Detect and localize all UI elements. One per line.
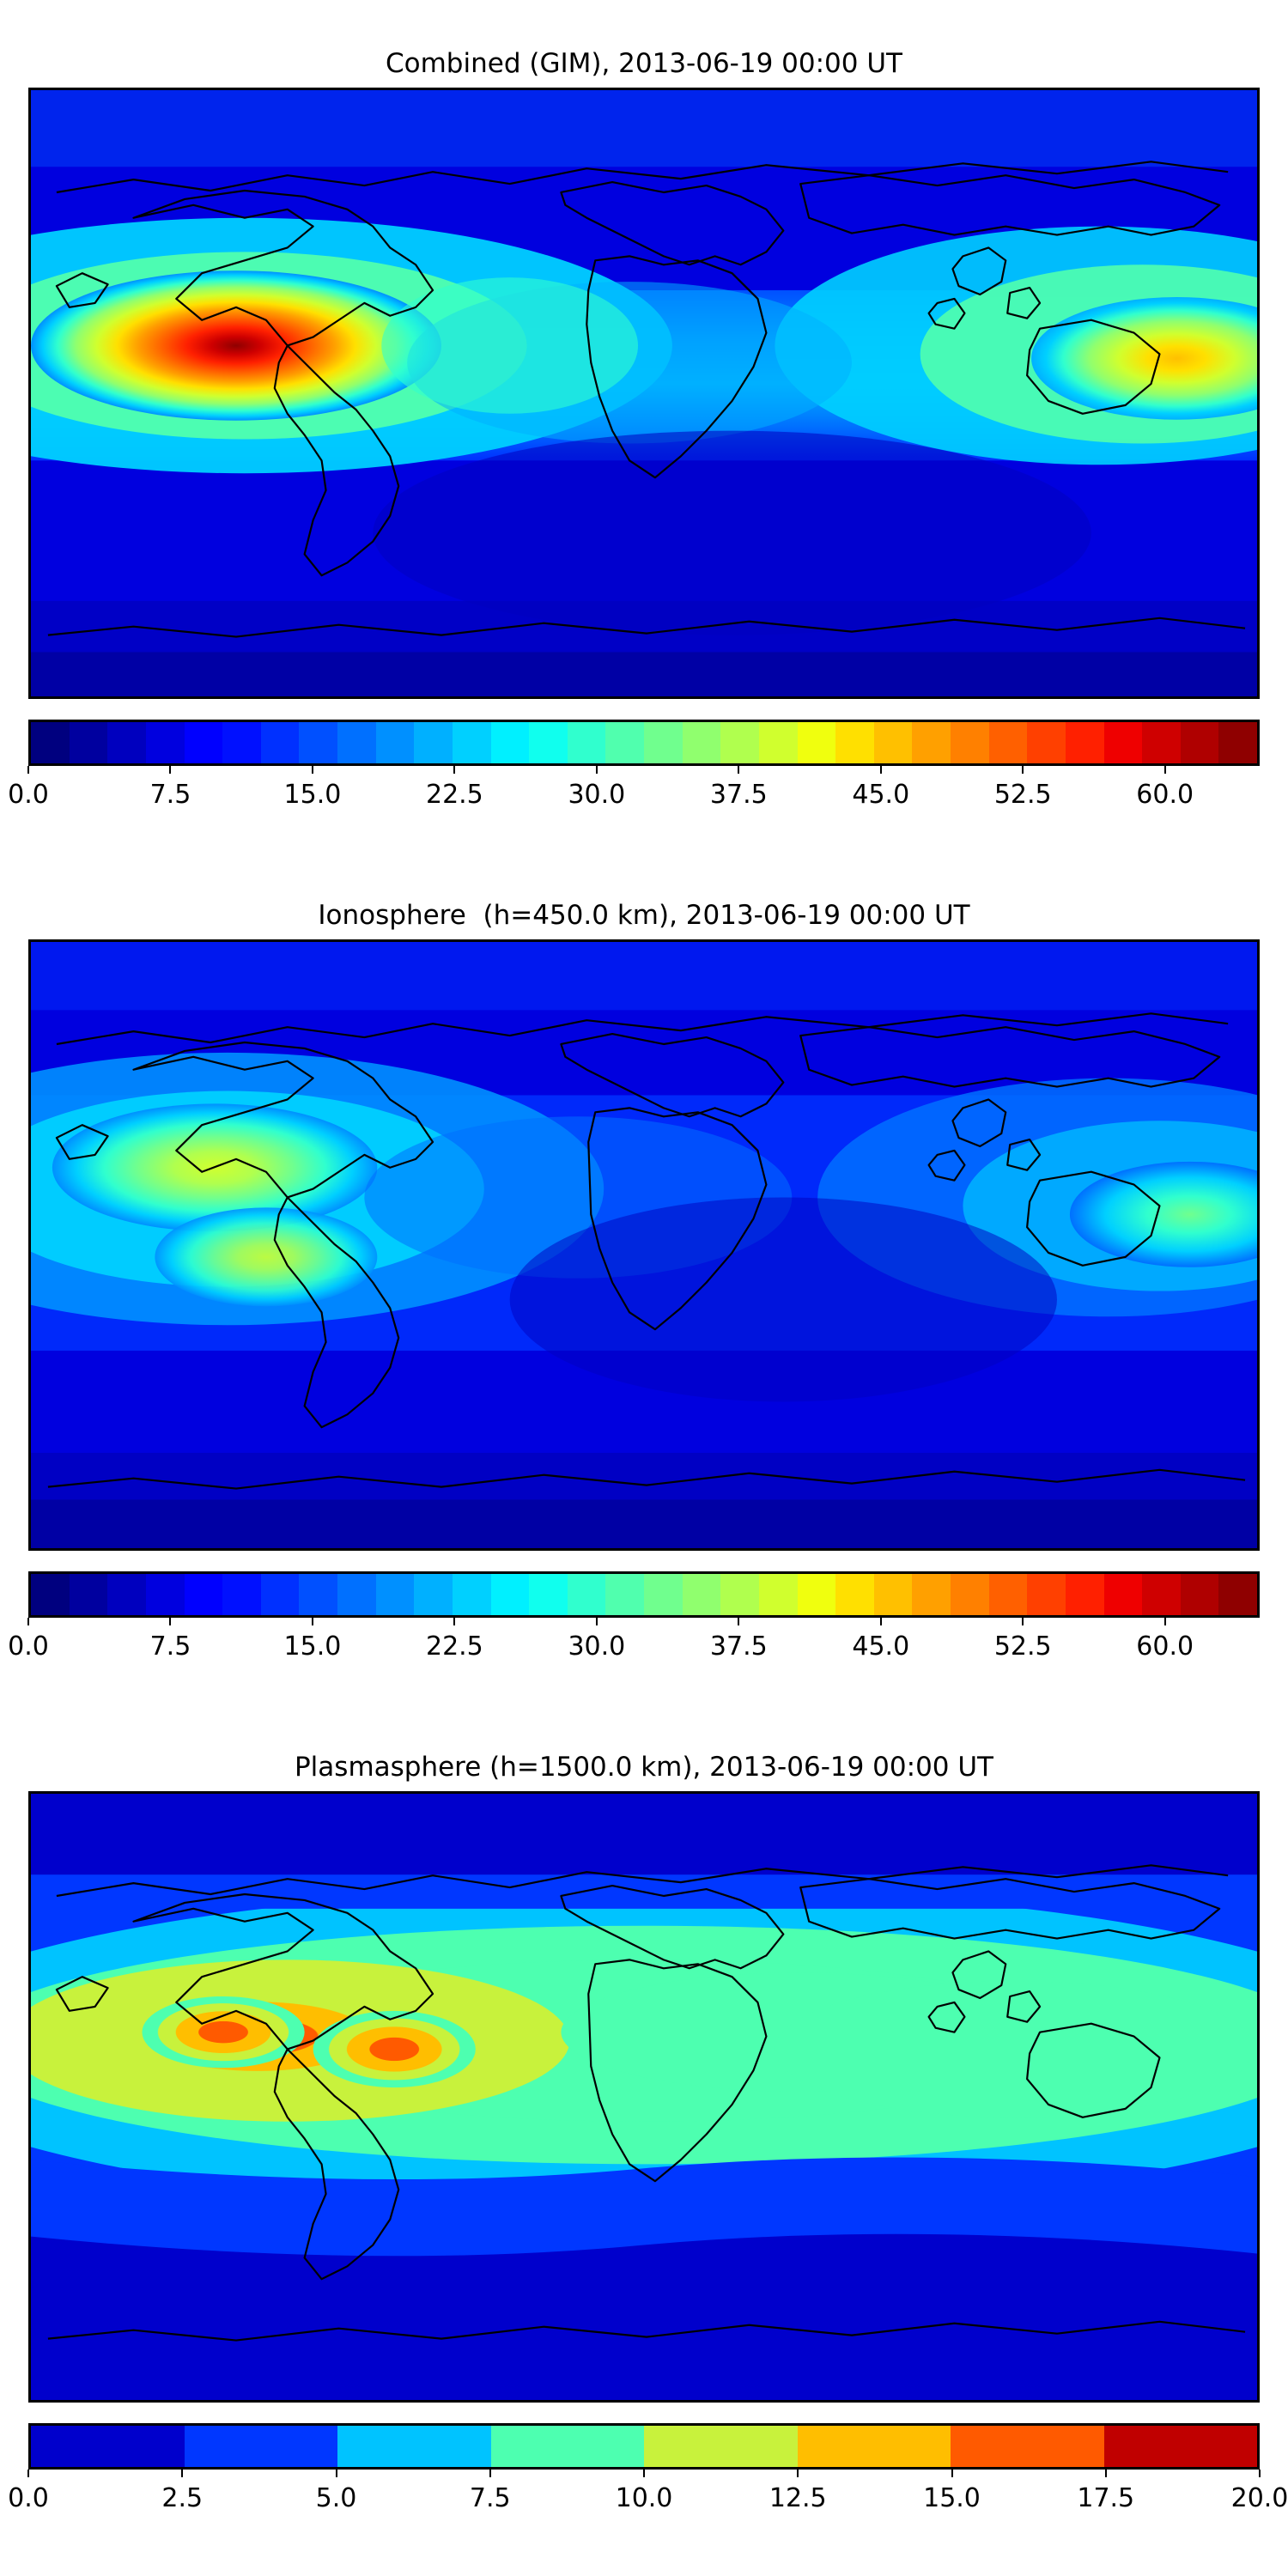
colorbar-tick	[797, 2470, 799, 2477]
map-ionosphere	[28, 939, 1260, 1551]
colorbar-tick	[879, 1618, 882, 1625]
colorbar-tick-label: 10.0	[615, 2483, 673, 2513]
colorbar-tick-label: 15.0	[923, 2483, 981, 2513]
colorbar-tick	[311, 766, 313, 774]
colorbar-labels-combined: 0.0 7.5 15.0 22.5 30.0 37.5 45.0 52.5 60.0	[8, 776, 1260, 816]
map-canvas-plasmasphere	[28, 1791, 1260, 2403]
colorbar-strip-combined	[28, 720, 1260, 766]
colorbar-tick	[1022, 1618, 1024, 1625]
colorbar-tick-label: 5.0	[315, 2483, 357, 2513]
colorbar-tick	[27, 2470, 29, 2477]
colorbar-tick-label: 7.5	[149, 780, 191, 810]
colorbar-tick-label: 60.0	[1136, 780, 1194, 810]
colorbar-tick	[335, 2470, 337, 2477]
colorbar-labels-ionosphere: 0.0 7.5 15.0 22.5 30.0 37.5 45.0 52.5 60.0	[8, 1628, 1260, 1668]
colorbar-tick-label: 30.0	[568, 780, 626, 810]
colorbar-tick	[1022, 766, 1024, 774]
panel-plasmasphere: Plasmasphere (h=1500.0 km), 2013-06-19 0…	[0, 1750, 1288, 2519]
colorbar-tick-label: 15.0	[283, 1631, 342, 1662]
colorbar-tick-label: 30.0	[568, 1631, 626, 1662]
colorbar-tick-label: 52.5	[993, 780, 1052, 810]
colorbar-tick-label: 15.0	[283, 780, 342, 810]
colorbar-tick-label: 60.0	[1136, 1631, 1194, 1662]
colorbar-tick	[181, 2470, 184, 2477]
colorbar-tick-label: 52.5	[993, 1631, 1052, 1662]
colorbar-tick	[951, 2470, 953, 2477]
panel-title-combined: Combined (GIM), 2013-06-19 00:00 UT	[386, 48, 902, 79]
colorbar-tick	[738, 1618, 740, 1625]
colorbar-tick	[595, 1618, 598, 1625]
colorbar-tick-label: 45.0	[852, 1631, 910, 1662]
panel-title-plasmasphere: Plasmasphere (h=1500.0 km), 2013-06-19 0…	[294, 1752, 993, 1783]
map-canvas-ionosphere	[28, 939, 1260, 1551]
colorbar-tick-label: 20.0	[1230, 2483, 1288, 2513]
colorbar-tick	[453, 766, 456, 774]
colorbar-strip-plasmasphere	[28, 2423, 1260, 2470]
colorbar-tick-label: 22.5	[425, 1631, 483, 1662]
colorbar-tick-label: 0.0	[8, 2483, 49, 2513]
colorbar-tick-label: 12.5	[769, 2483, 827, 2513]
colorbar-tick	[1104, 2470, 1107, 2477]
colorbar-tick	[1163, 766, 1166, 774]
colorbar-tick	[1259, 2470, 1261, 2477]
colorbar-tick-label: 7.5	[469, 2483, 511, 2513]
colorbar-combined: 0.0 7.5 15.0 22.5 30.0 37.5 45.0 52.5 60.0	[8, 720, 1260, 816]
colorbar-labels-plasmasphere: 0.0 2.5 5.0 7.5 10.0 12.5 15.0 17.5 20.0	[8, 2480, 1288, 2519]
colorbar-tick	[27, 766, 29, 774]
colorbar-tick	[595, 766, 598, 774]
colorbar-tick	[1163, 1618, 1166, 1625]
colorbar-ticks-ionosphere	[27, 1618, 1260, 1628]
map-canvas-combined	[28, 88, 1260, 699]
colorbar-tick	[643, 2470, 645, 2477]
colorbar-tick	[311, 1618, 313, 1625]
colorbar-tick	[489, 2470, 491, 2477]
colorbar-plasmasphere: 0.0 2.5 5.0 7.5 10.0 12.5 15.0 17.5 20.0	[8, 2423, 1288, 2519]
colorbar-tick-label: 2.5	[161, 2483, 204, 2513]
colorbar-tick-label: 22.5	[425, 780, 483, 810]
colorbar-tick-label: 45.0	[852, 780, 910, 810]
colorbar-tick	[879, 766, 882, 774]
colorbar-tick	[738, 766, 740, 774]
colorbar-ticks-combined	[27, 766, 1260, 776]
colorbar-strip-ionosphere	[28, 1571, 1260, 1618]
colorbar-tick-label: 0.0	[8, 780, 49, 810]
colorbar-ticks-plasmasphere	[27, 2470, 1261, 2480]
colorbar-tick	[453, 1618, 456, 1625]
map-combined	[28, 88, 1260, 699]
panel-ionosphere: Ionosphere (h=450.0 km), 2013-06-19 00:0…	[0, 898, 1288, 1668]
colorbar-ionosphere: 0.0 7.5 15.0 22.5 30.0 37.5 45.0 52.5 60.0	[8, 1571, 1260, 1668]
panel-title-ionosphere: Ionosphere (h=450.0 km), 2013-06-19 00:0…	[318, 900, 970, 931]
colorbar-tick	[169, 1618, 172, 1625]
panel-combined-gim: Combined (GIM), 2013-06-19 00:00 UT	[0, 46, 1288, 816]
map-plasmasphere	[28, 1791, 1260, 2403]
colorbar-tick-label: 17.5	[1077, 2483, 1135, 2513]
colorbar-tick	[27, 1618, 29, 1625]
colorbar-tick-label: 37.5	[709, 1631, 768, 1662]
colorbar-tick-label: 7.5	[149, 1631, 191, 1662]
colorbar-tick-label: 37.5	[709, 780, 768, 810]
colorbar-tick	[169, 766, 172, 774]
colorbar-tick-label: 0.0	[8, 1631, 49, 1662]
